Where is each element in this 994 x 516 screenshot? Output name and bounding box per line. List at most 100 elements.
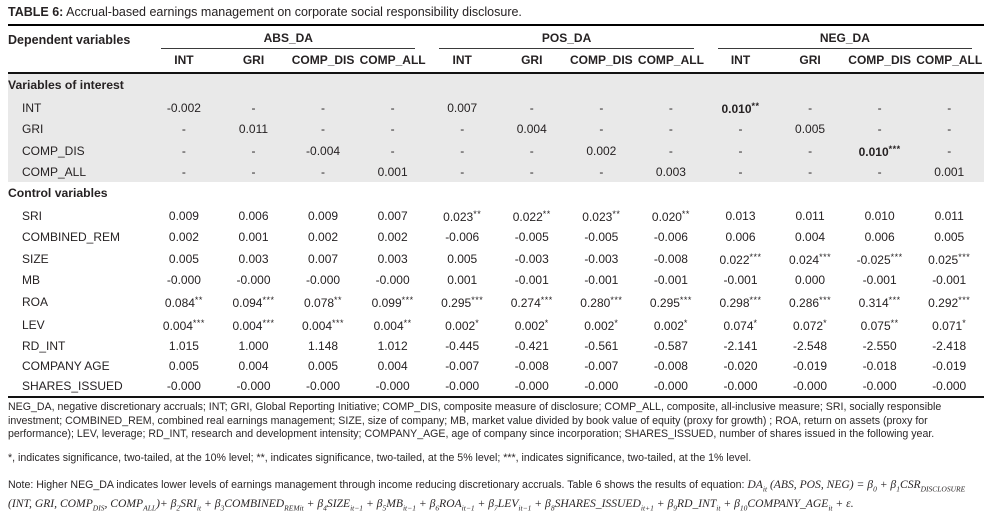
cell: - — [357, 96, 428, 119]
significance-stars: ** — [403, 318, 412, 328]
column-header-neg_da-gri: GRI — [775, 49, 845, 74]
cell: -0.000 — [357, 376, 428, 398]
cell: -0.001 — [514, 273, 549, 287]
section-header: Variables of interest — [8, 73, 984, 96]
equation-term: SHARES_ISSUEDit+1 — [554, 497, 654, 513]
equation-term: LEVit−1 — [497, 497, 532, 513]
cell: - — [844, 162, 915, 182]
significance-stars: * — [683, 318, 688, 328]
significance-stars: *** — [888, 295, 901, 305]
cell: 0.011 — [795, 208, 825, 223]
equation-subscript: DISCLOSURE — [920, 483, 966, 493]
equation-term: + ε. — [832, 497, 854, 511]
table-row: INT -0.002- - -0.007- - -0.010** - - - — [8, 96, 984, 119]
group-header-pos-da: POS_DA — [427, 26, 705, 49]
cell: -0.007 — [584, 359, 619, 373]
cell: 0.001 — [447, 273, 478, 287]
cell: - — [914, 139, 984, 162]
equation-term: MBit−1 — [386, 497, 416, 513]
cell: 0.005 — [447, 251, 478, 266]
column-header-abs_da-int: INT — [149, 49, 219, 74]
significance-stars: ** — [681, 209, 690, 219]
cell: 0.004*** — [162, 318, 205, 333]
cell: -0.000 — [914, 376, 984, 398]
cell: -0.006 — [653, 230, 688, 244]
cell: -2.141 — [723, 339, 758, 353]
cell: 0.002 — [377, 230, 408, 244]
table-title: TABLE 6: Accrual-based earnings manageme… — [8, 5, 984, 26]
cell: -0.008 — [653, 251, 688, 266]
table-row: GRI -0.011- - -0.004- - -0.005- - — [8, 119, 984, 139]
equation-subscript: it+1 — [640, 503, 654, 513]
cell: 0.000 — [795, 273, 826, 287]
cell: 0.298*** — [719, 295, 762, 310]
cell: -0.003 — [514, 251, 549, 266]
cell: 0.074* — [723, 318, 758, 333]
cell: 0.010 — [864, 208, 895, 223]
significance-stars: ** — [542, 209, 551, 219]
significance-stars: *** — [262, 295, 275, 305]
cell: -0.000 — [288, 376, 358, 398]
cell: -0.001 — [862, 273, 897, 287]
cell: 0.009 — [308, 208, 339, 223]
cell: - — [566, 119, 637, 139]
significance-stars: *** — [332, 318, 345, 328]
group-header-neg-da: NEG_DA — [706, 26, 984, 49]
cell: - — [218, 96, 289, 119]
table-row: SHARES_ISSUED -0.000 -0.000 -0.000 -0.000 -0.… — [8, 376, 984, 398]
significance-stars: * — [475, 318, 480, 328]
table-row: ROA 0.084** 0.094*** 0.078** 0.099*** 0.295**… — [8, 290, 984, 313]
cell: - — [775, 96, 845, 119]
cell: 0.011 — [218, 119, 289, 139]
group-header-abs-da: ABS_DA — [149, 26, 427, 49]
equation-term: + β7 — [474, 497, 498, 513]
cell: 0.005 — [775, 119, 845, 139]
cell: 0.002 — [308, 230, 339, 244]
cell: 0.078** — [304, 295, 343, 310]
cell: 0.004*** — [232, 318, 275, 333]
group-header-row: Dependent variables ABS_DA POS_DA NEG_DA — [8, 26, 984, 49]
equation-term: RD_INTit — [677, 497, 721, 513]
equation-term: CSRDISCLOSURE — [899, 477, 966, 493]
significance-stars: * — [614, 318, 619, 328]
cell: 0.007 — [308, 251, 339, 266]
significance-stars: *** — [958, 252, 971, 262]
equation-term: + β3 — [201, 497, 225, 513]
cell: -0.001 — [653, 273, 688, 287]
equation-subscript: it−1 — [402, 503, 416, 513]
cell: 0.011 — [934, 208, 964, 223]
cell: - — [357, 139, 428, 162]
cell: -0.000 — [149, 376, 219, 398]
cell: 0.003 — [377, 251, 408, 266]
equation-term: + β6 — [415, 497, 440, 513]
cell: 0.002* — [514, 318, 549, 333]
cell: 0.005 — [934, 230, 965, 244]
cell: 0.004 — [377, 359, 408, 373]
cell: 0.292*** — [928, 295, 971, 310]
cell: -0.000 — [844, 376, 915, 398]
column-header-neg_da-comp_all: COMP_ALL — [914, 49, 984, 74]
cell: 0.006 — [238, 208, 269, 223]
equation-term: (ABS, POS, NEG) = β0 — [767, 477, 877, 493]
cell: -0.000 — [218, 376, 289, 398]
cell: -0.587 — [653, 339, 688, 353]
equation-subscript: 8 — [550, 503, 555, 513]
cell: -0.000 — [427, 376, 497, 398]
significance-stars: *** — [679, 295, 692, 305]
equation-term: + β5 — [363, 497, 387, 513]
equation-term: SIZEit−1 — [326, 497, 364, 513]
table-row: SIZE 0.005 0.003 0.007 0.003 0.005 -0.003 -0.00… — [8, 247, 984, 270]
cell: 0.295*** — [649, 295, 692, 310]
cell: 1.015 — [168, 339, 199, 353]
equation-term: + β10 — [720, 497, 748, 513]
cell: 0.001 — [238, 230, 269, 244]
cell: -0.000 — [705, 376, 776, 398]
equation-term: DAit — [747, 477, 768, 493]
row-label: INT — [8, 96, 150, 119]
row-label: COMP_ALL — [8, 162, 150, 182]
row-label: COMPANY AGE — [22, 359, 110, 373]
cell: - — [844, 96, 915, 119]
cell: - — [914, 96, 984, 119]
cell: 0.006 — [864, 230, 895, 244]
abbreviations-footnote: NEG_DA, negative discretionary accruals;… — [8, 401, 942, 441]
